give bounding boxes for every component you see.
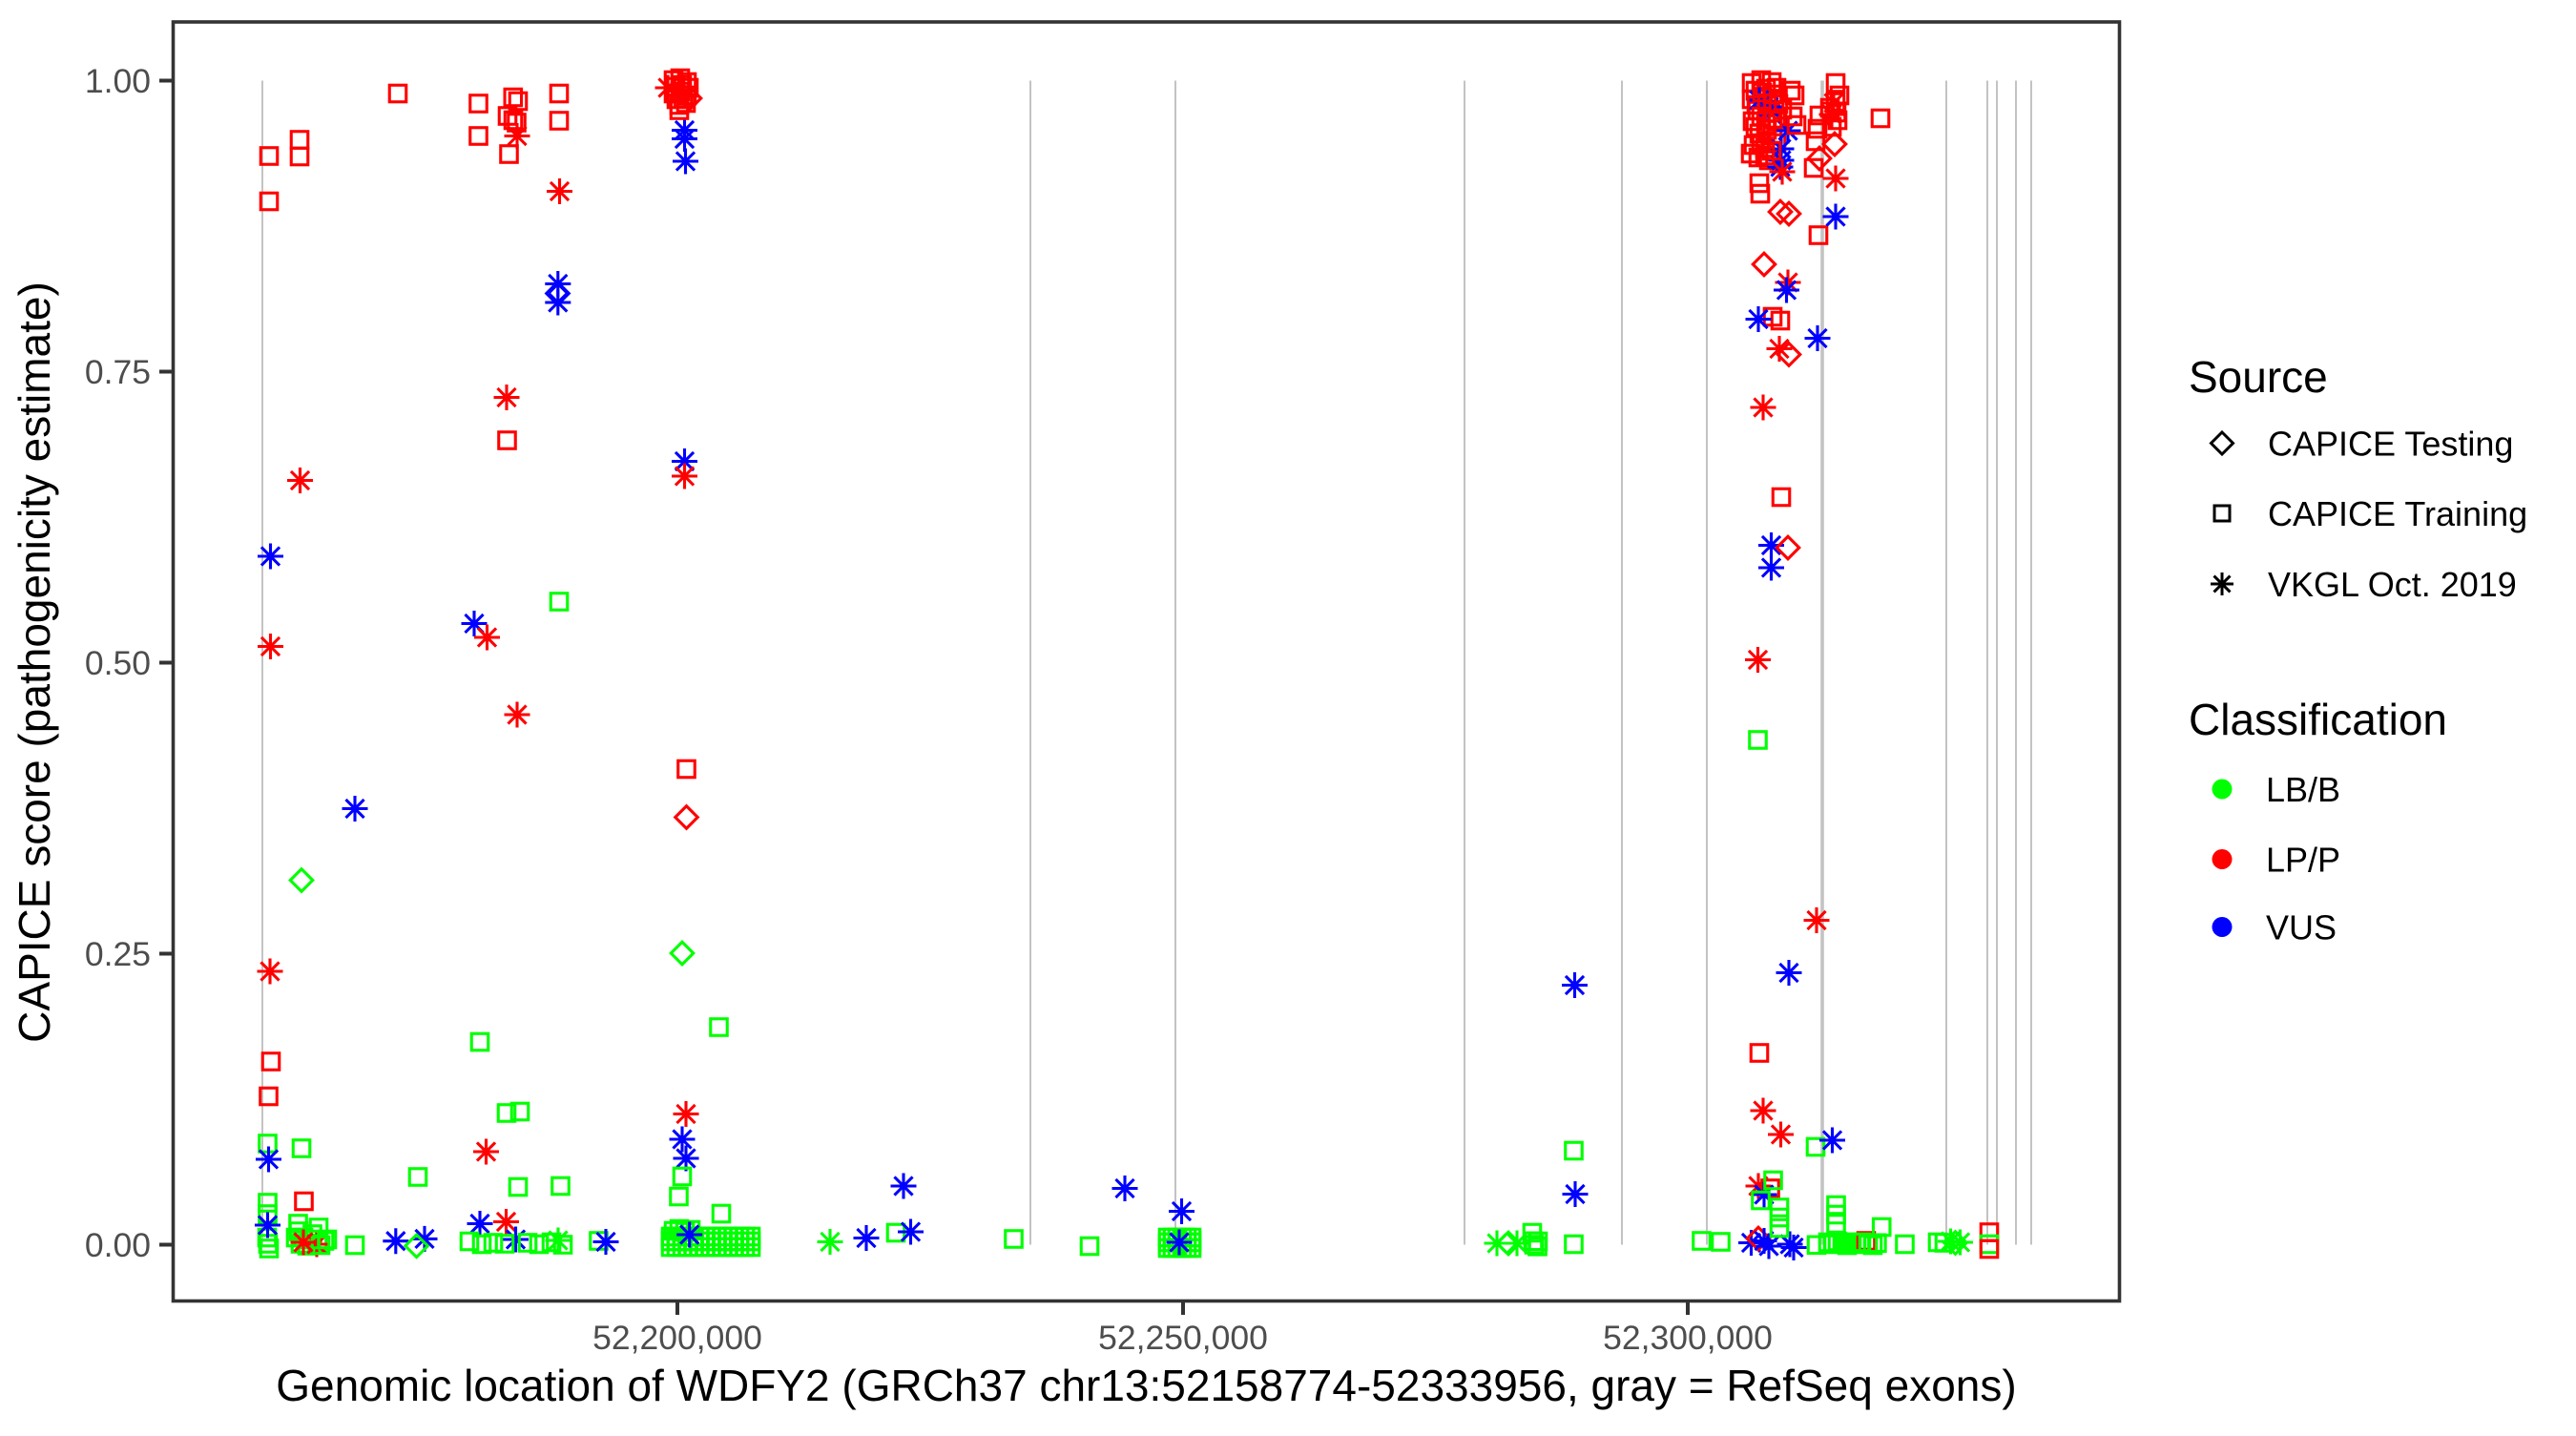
svg-text:0.75: 0.75 <box>85 353 151 391</box>
svg-text:52,300,000: 52,300,000 <box>1603 1319 1773 1357</box>
svg-text:LB/B: LB/B <box>2266 770 2340 809</box>
svg-text:CAPICE Training: CAPICE Training <box>2268 494 2527 533</box>
svg-text:0.00: 0.00 <box>85 1226 151 1264</box>
svg-text:CAPICE Testing: CAPICE Testing <box>2268 425 2513 464</box>
svg-text:Classification: Classification <box>2189 695 2447 744</box>
svg-text:1.00: 1.00 <box>85 62 151 100</box>
svg-text:Genomic location of WDFY2 (GRC: Genomic location of WDFY2 (GRCh37 chr13:… <box>276 1361 2016 1410</box>
svg-text:0.25: 0.25 <box>85 935 151 973</box>
svg-text:VKGL Oct. 2019: VKGL Oct. 2019 <box>2268 565 2517 604</box>
svg-text:52,200,000: 52,200,000 <box>592 1319 762 1357</box>
svg-text:LP/P: LP/P <box>2266 841 2340 880</box>
svg-text:VUS: VUS <box>2266 908 2337 947</box>
svg-text:0.50: 0.50 <box>85 644 151 682</box>
svg-text:Source: Source <box>2189 352 2328 402</box>
svg-text:52,250,000: 52,250,000 <box>1098 1319 1268 1357</box>
svg-text:CAPICE score (pathogenicity es: CAPICE score (pathogenicity estimate) <box>10 281 59 1043</box>
